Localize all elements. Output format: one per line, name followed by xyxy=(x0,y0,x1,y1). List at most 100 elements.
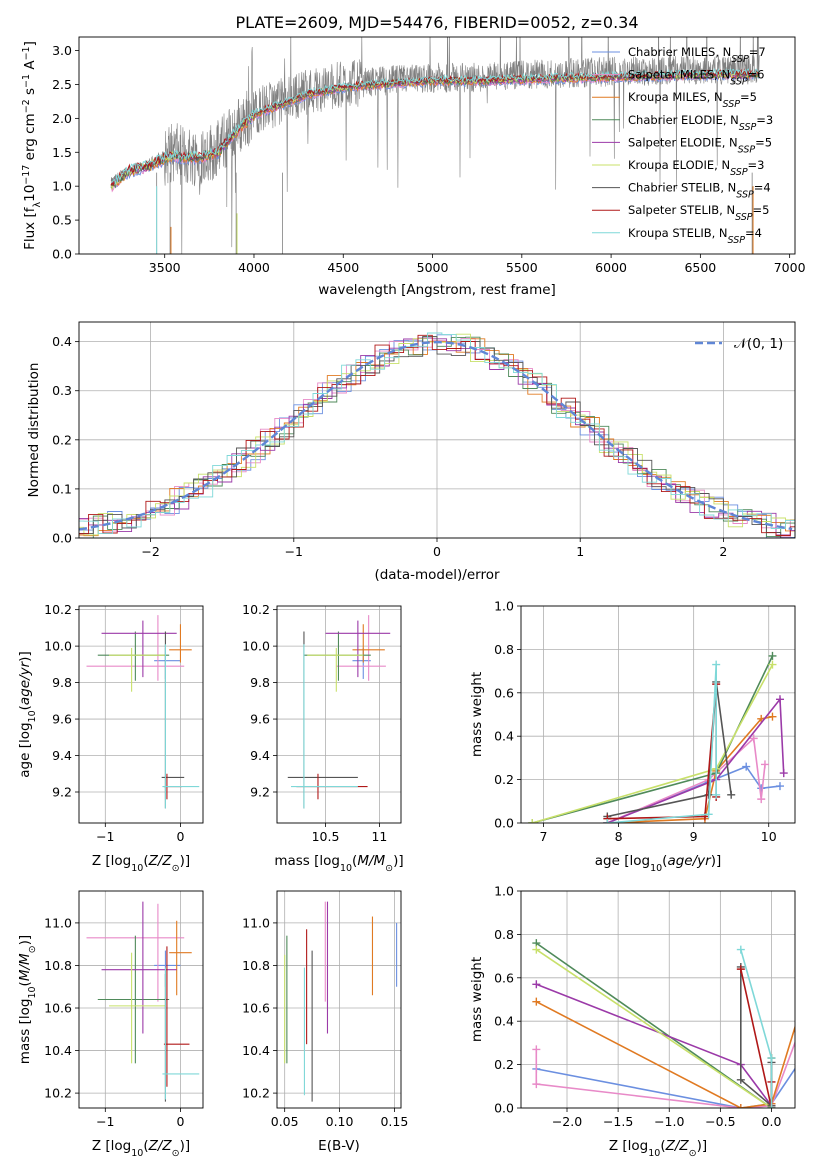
x-tick-label: 9 xyxy=(690,829,698,844)
y-tick-label: 0.5 xyxy=(52,213,72,228)
y-axis-label: mass weight xyxy=(469,957,485,1042)
y-tick-label: 1.0 xyxy=(52,179,72,194)
mass-weight-marker xyxy=(798,1054,806,1062)
mass-weight-marker xyxy=(757,795,766,804)
y-tick-label: 2.5 xyxy=(52,77,72,92)
x-tick-label: 7000 xyxy=(774,260,806,275)
y-tick-label: 10.0 xyxy=(44,639,72,654)
x-axis-label: Z [log10(Z/Z⊙)] xyxy=(609,1138,707,1159)
mass-weight-marker xyxy=(736,965,745,974)
x-tick-label: 1 xyxy=(576,544,584,559)
residual-histogram xyxy=(79,337,795,536)
axes-frame xyxy=(78,321,796,539)
residual-histogram xyxy=(79,332,795,535)
x-tick-label: −2 xyxy=(141,544,159,559)
x-tick-label: −1.5 xyxy=(603,1114,633,1129)
residuals-panel: −2 −1 0 1 2 0.0 0.1 0.2 0.3 0.4 (data-model)/error… xyxy=(26,321,796,583)
y-tick-label: 0.4 xyxy=(494,1014,514,1029)
x-tick-label: 4000 xyxy=(238,260,270,275)
y-tick-label: 0.6 xyxy=(494,685,514,700)
error-bars xyxy=(284,901,398,1102)
axes-frame xyxy=(276,605,402,824)
mass-weight-marker xyxy=(767,1054,776,1063)
x-tick-label: 0.0 xyxy=(762,1114,782,1129)
massweight-vs-age-panel: 7 8 9 10 0.0 0.2 0.4 0.6 0.8 1.0 age [log10(age/yr… xyxy=(469,599,796,874)
y-tick-label: 10.6 xyxy=(242,1001,270,1016)
legend-entry: Kroupa MILES, NSSP=5 xyxy=(628,90,757,110)
legend-entry: Chabrier MILES, NSSP=7 xyxy=(628,45,766,65)
y-tick-label: 0.1 xyxy=(52,481,72,496)
y-tick-label: 1.0 xyxy=(494,884,514,899)
observed-spectrum xyxy=(110,37,760,254)
mass-weight-line xyxy=(535,942,773,1108)
mass-weight-marker xyxy=(767,1104,776,1108)
mass-weight-line xyxy=(607,697,785,823)
y-tick-label: 10.2 xyxy=(44,1086,72,1101)
error-bars xyxy=(86,901,200,1102)
mass-weight-marker xyxy=(532,980,541,989)
y-tick-label: 10.6 xyxy=(44,1001,72,1016)
y-tick-label: 2.0 xyxy=(52,111,72,126)
axes-frame xyxy=(276,890,402,1109)
x-tick-label: 10 xyxy=(761,829,777,844)
legend-entry: Chabrier STELIB, NSSP=4 xyxy=(628,181,771,201)
mass-weight-marker xyxy=(532,997,541,1006)
mass-weight-marker xyxy=(727,790,736,799)
y-tick-label: 1.0 xyxy=(494,599,514,614)
x-tick-label: −0.5 xyxy=(705,1114,735,1129)
mass-weight-marker xyxy=(775,782,784,791)
mass-weight-marker xyxy=(736,1075,745,1084)
mass-weight-marker xyxy=(704,810,713,819)
x-tick-label: 0 xyxy=(176,1114,184,1129)
y-tick-label: 9.4 xyxy=(52,748,72,763)
mass-weight-marker xyxy=(532,1080,541,1089)
y-tick-label: 0.2 xyxy=(494,772,514,787)
x-tick-label: 7 xyxy=(540,829,548,844)
x-axis-label: mass [log10(M/M⊙)] xyxy=(274,853,403,874)
mass-weight-marker xyxy=(712,660,721,669)
legend-entry: Chabrier ELODIE, NSSP=3 xyxy=(628,113,773,133)
x-tick-label: 3500 xyxy=(149,260,181,275)
mass-weight-marker xyxy=(798,1000,806,1008)
mass-weight-line xyxy=(607,664,717,823)
mass-weight-marker xyxy=(736,1104,745,1108)
weight-lines xyxy=(532,939,806,1108)
axes-frame xyxy=(78,890,204,1109)
x-tick-label: 11 xyxy=(371,829,387,844)
y-tick-label: 9.4 xyxy=(250,748,270,763)
y-axis-label: Flux [fλ10−17 erg cm−2 s−1 A−1] xyxy=(21,41,43,250)
y-tick-label: 9.6 xyxy=(250,712,270,727)
axes-frame xyxy=(78,605,204,824)
mass-weight-marker xyxy=(798,1019,806,1027)
y-tick-label: 10.2 xyxy=(44,602,72,617)
mass-weight-marker xyxy=(757,784,766,793)
mass-weight-marker xyxy=(528,819,537,823)
y-tick-label: 10.4 xyxy=(44,1043,72,1058)
x-axis-label: (data-model)/error xyxy=(374,567,500,583)
residual-histogram xyxy=(79,336,795,538)
y-tick-label: 9.8 xyxy=(250,675,270,690)
mass-weight-line xyxy=(535,1000,795,1108)
legend-entry: Salpeter MILES, NSSP=6 xyxy=(628,68,765,88)
y-tick-label: 10.2 xyxy=(242,602,270,617)
spectrum-panel: 3500 4000 4500 5000 5500 6000 6500 7000 0.0 0.5 1.… xyxy=(21,13,806,298)
x-tick-label: −1 xyxy=(96,1114,114,1129)
normal-curve xyxy=(79,341,793,531)
y-tick-label: 9.2 xyxy=(250,785,270,800)
x-tick-label: 5000 xyxy=(417,260,449,275)
y-tick-label: 0.3 xyxy=(52,383,72,398)
x-tick-label: 6500 xyxy=(684,260,716,275)
y-tick-label: 11.0 xyxy=(44,915,72,930)
legend-entry: Kroupa STELIB, NSSP=4 xyxy=(628,226,762,246)
mass-vs-z-panel: −1 0 10.2 10.4 10.6 10.8 11.0 Z [log10(Z/Z⊙)] ma… xyxy=(17,890,204,1159)
mass-weight-line xyxy=(532,655,774,823)
x-tick-label: 4500 xyxy=(327,260,359,275)
axes-frame xyxy=(78,36,796,255)
model-spectrum xyxy=(110,67,760,185)
y-axis-label: Normed distribution xyxy=(26,363,42,498)
axes-frame xyxy=(520,605,796,824)
mass-weight-line xyxy=(535,948,773,1108)
y-tick-label: 11.0 xyxy=(242,915,270,930)
mass-weight-marker xyxy=(736,945,745,954)
